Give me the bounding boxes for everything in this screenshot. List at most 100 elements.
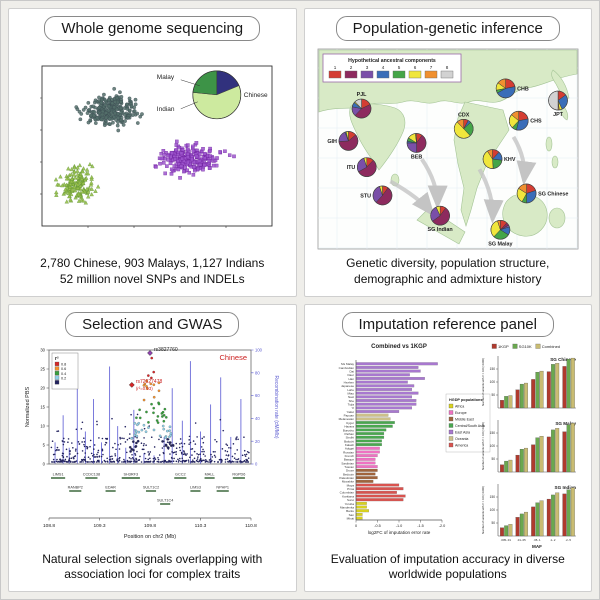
svg-text:Chinese: Chinese xyxy=(220,353,248,362)
panel-population-genetic-inference: Population-genetic inference Hypothetica… xyxy=(303,8,592,297)
svg-text:Cambodian: Cambodian xyxy=(338,366,354,370)
svg-text:0.6: 0.6 xyxy=(61,367,66,371)
svg-text:PJL: PJL xyxy=(356,92,367,98)
svg-text:Number of variants with r² > 0: Number of variants with r² > 0.8 (×1000) xyxy=(481,486,485,534)
panel-whole-genome-sequencing: Whole genome sequencing Malay Chinese Indi… xyxy=(8,8,297,297)
svg-text:100: 100 xyxy=(255,348,263,353)
svg-text:110.3: 110.3 xyxy=(195,523,207,529)
svg-text:SULT1C4: SULT1C4 xyxy=(157,499,173,503)
svg-text:rs72627478: rs72627478 xyxy=(136,379,163,385)
svg-text:Mandenka: Mandenka xyxy=(340,506,354,510)
svg-text:SG10K: SG10K xyxy=(519,344,532,349)
svg-text:Maya: Maya xyxy=(346,484,354,488)
imputation-caption-line2: worldwide populations xyxy=(388,567,507,582)
svg-text:Europe: Europe xyxy=(455,411,467,415)
svg-text:4: 4 xyxy=(381,65,384,70)
svg-text:Colombian: Colombian xyxy=(339,491,354,495)
svg-text:SG Indian: SG Indian xyxy=(427,227,452,233)
svg-text:SG Malay: SG Malay xyxy=(488,241,512,247)
svg-text:Malay: Malay xyxy=(157,73,175,80)
svg-text:Naxi: Naxi xyxy=(348,395,354,399)
svg-text:GCC2: GCC2 xyxy=(175,473,186,477)
svg-text:1KGP: 1KGP xyxy=(498,344,509,349)
svg-text:Oceania: Oceania xyxy=(455,437,468,441)
svg-text:America: America xyxy=(455,444,468,448)
imputation-caption-line1: Evaluation of imputation accuracy in div… xyxy=(330,551,565,566)
svg-text:log2FC of imputation error rat: log2FC of imputation error rate xyxy=(367,530,430,535)
svg-text:109.3: 109.3 xyxy=(94,523,106,529)
panel-imputation-reference-panel: Imputation reference panel Combined vs 1… xyxy=(303,303,592,592)
svg-text:LIMS3: LIMS3 xyxy=(190,486,201,490)
svg-text:ITU: ITU xyxy=(346,165,355,171)
admixture-pie-map: Hypothetical ancestral components 1 2 3 4 5 6 7… xyxy=(317,48,579,250)
svg-text:Palestinian: Palestinian xyxy=(339,476,354,480)
svg-text:rs3827760: rs3827760 xyxy=(154,347,178,353)
svg-text:109.8: 109.8 xyxy=(144,523,156,529)
svg-text:Pima: Pima xyxy=(347,487,354,491)
svg-text:150: 150 xyxy=(489,367,495,371)
panel-caption-wgs: 2,780 Chinese, 903 Malays, 1,127 Indians… xyxy=(40,256,264,287)
svg-text:.1-.2: .1-.2 xyxy=(550,538,556,542)
svg-text:Normalized PBS: Normalized PBS xyxy=(25,387,31,428)
svg-text:HGDP populations: HGDP populations xyxy=(449,398,482,402)
svg-text:50: 50 xyxy=(491,393,495,397)
svg-text:SG Indian: SG Indian xyxy=(554,485,576,490)
svg-text:6: 6 xyxy=(413,65,416,70)
svg-text:Tuscan: Tuscan xyxy=(344,465,354,469)
svg-text:100: 100 xyxy=(489,380,495,384)
svg-text:Miao: Miao xyxy=(347,392,354,396)
svg-text:CHS: CHS xyxy=(530,118,542,124)
svg-text:20: 20 xyxy=(255,439,260,444)
svg-text:CDX: CDX xyxy=(458,112,470,118)
svg-text:0: 0 xyxy=(355,524,357,528)
svg-text:Hezhen: Hezhen xyxy=(343,381,354,385)
popgen-caption-line1: Genetic diversity, population structure, xyxy=(346,256,550,271)
svg-text:Hypothetical ancestral compone: Hypothetical ancestral components xyxy=(348,58,436,64)
svg-text:Basque: Basque xyxy=(344,458,355,462)
svg-text:Mozabite: Mozabite xyxy=(342,480,355,484)
svg-text:Chinese: Chinese xyxy=(244,91,268,98)
svg-text:EDAR: EDAR xyxy=(106,486,117,490)
svg-text:Sindhi: Sindhi xyxy=(345,436,354,440)
svg-text:(r²=0.93): (r²=0.93) xyxy=(136,386,153,391)
svg-text:25: 25 xyxy=(41,367,46,372)
svg-text:MALL: MALL xyxy=(205,473,215,477)
svg-text:Recombination rate (cM/Mb): Recombination rate (cM/Mb) xyxy=(273,376,279,439)
svg-text:-2.0: -2.0 xyxy=(438,524,445,528)
popgen-content: Hypothetical ancestral components 1 2 3 4 5 6 7… xyxy=(305,41,592,256)
svg-text:Balochi: Balochi xyxy=(344,439,354,443)
svg-text:She: She xyxy=(348,399,354,403)
pca-scatter-chart: Malay Chinese Indian xyxy=(40,65,273,228)
svg-text:0.4: 0.4 xyxy=(61,372,66,376)
svg-text:RANBP2: RANBP2 xyxy=(68,486,83,490)
svg-text:Druze: Druze xyxy=(346,469,354,473)
panel-title-gwas: Selection and GWAS xyxy=(65,311,240,337)
svg-text:108.8: 108.8 xyxy=(43,523,55,529)
svg-text:Position on chr2 (Mb): Position on chr2 (Mb) xyxy=(124,534,176,540)
panel-title-gwas-text: Selection and GWAS xyxy=(82,315,223,333)
svg-text:SG Chinese: SG Chinese xyxy=(538,191,568,197)
svg-text:60: 60 xyxy=(255,393,260,398)
svg-text:Tujia: Tujia xyxy=(347,403,354,407)
panel-caption-gwas: Natural selection signals overlapping wi… xyxy=(42,552,262,583)
svg-text:.01-.05: .01-.05 xyxy=(517,538,526,542)
wgs-caption-line2: 52 million novel SNPs and INDELs xyxy=(59,271,245,286)
svg-text:150: 150 xyxy=(489,431,495,435)
svg-text:Melanesian: Melanesian xyxy=(338,417,354,421)
svg-text:SG Chinese: SG Chinese xyxy=(550,357,576,362)
wgs-content: Malay Chinese Indian xyxy=(9,41,296,256)
svg-text:Adygei: Adygei xyxy=(345,447,355,451)
svg-text:r²: r² xyxy=(55,356,59,362)
svg-text:SULT1C2: SULT1C2 xyxy=(143,486,159,490)
svg-text:San: San xyxy=(348,513,354,517)
svg-text:10: 10 xyxy=(41,424,46,429)
panel-title-imputation: Imputation reference panel xyxy=(341,311,554,337)
svg-text:Bantu: Bantu xyxy=(346,509,354,513)
svg-text:BEB: BEB xyxy=(411,154,422,160)
svg-text:0.2: 0.2 xyxy=(61,377,66,381)
popgen-caption-line2: demographic and admixture history xyxy=(354,271,542,286)
svg-text:Yi: Yi xyxy=(351,406,354,410)
svg-text:Combined vs 1KGP: Combined vs 1KGP xyxy=(371,344,427,350)
svg-text:.2-.5: .2-.5 xyxy=(565,538,571,542)
